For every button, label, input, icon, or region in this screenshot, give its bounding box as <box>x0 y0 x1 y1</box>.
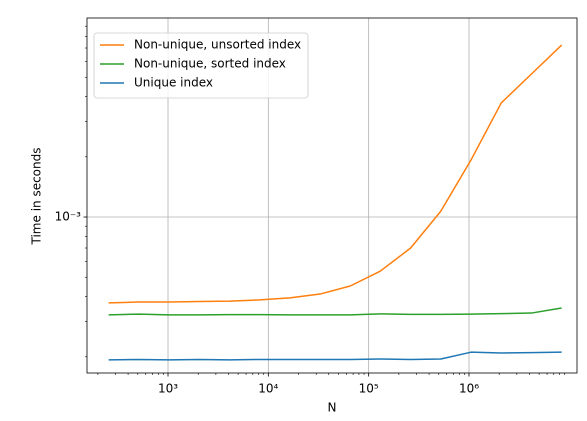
y-tick-label: 10⁻³ <box>55 210 82 224</box>
x-tick-label: 10⁵ <box>359 382 379 396</box>
x-axis-label: N <box>328 401 337 415</box>
x-tick-label: 10³ <box>158 382 178 396</box>
x-tick-label: 10⁶ <box>459 382 479 396</box>
line-series <box>108 44 563 304</box>
legend-box <box>93 32 309 99</box>
line-series <box>108 307 562 316</box>
y-axis-label: Time in seconds <box>30 148 44 246</box>
line-series <box>108 351 562 361</box>
legend: Non-unique, unsorted index Non-unique, so… <box>93 32 309 99</box>
legend-label: Non-unique, sorted index <box>134 57 286 71</box>
legend-label: Non-unique, unsorted index <box>134 38 301 52</box>
x-tick-label: 10⁴ <box>258 382 278 396</box>
axes-frame <box>86 17 578 374</box>
legend-label: Unique index <box>134 76 213 90</box>
